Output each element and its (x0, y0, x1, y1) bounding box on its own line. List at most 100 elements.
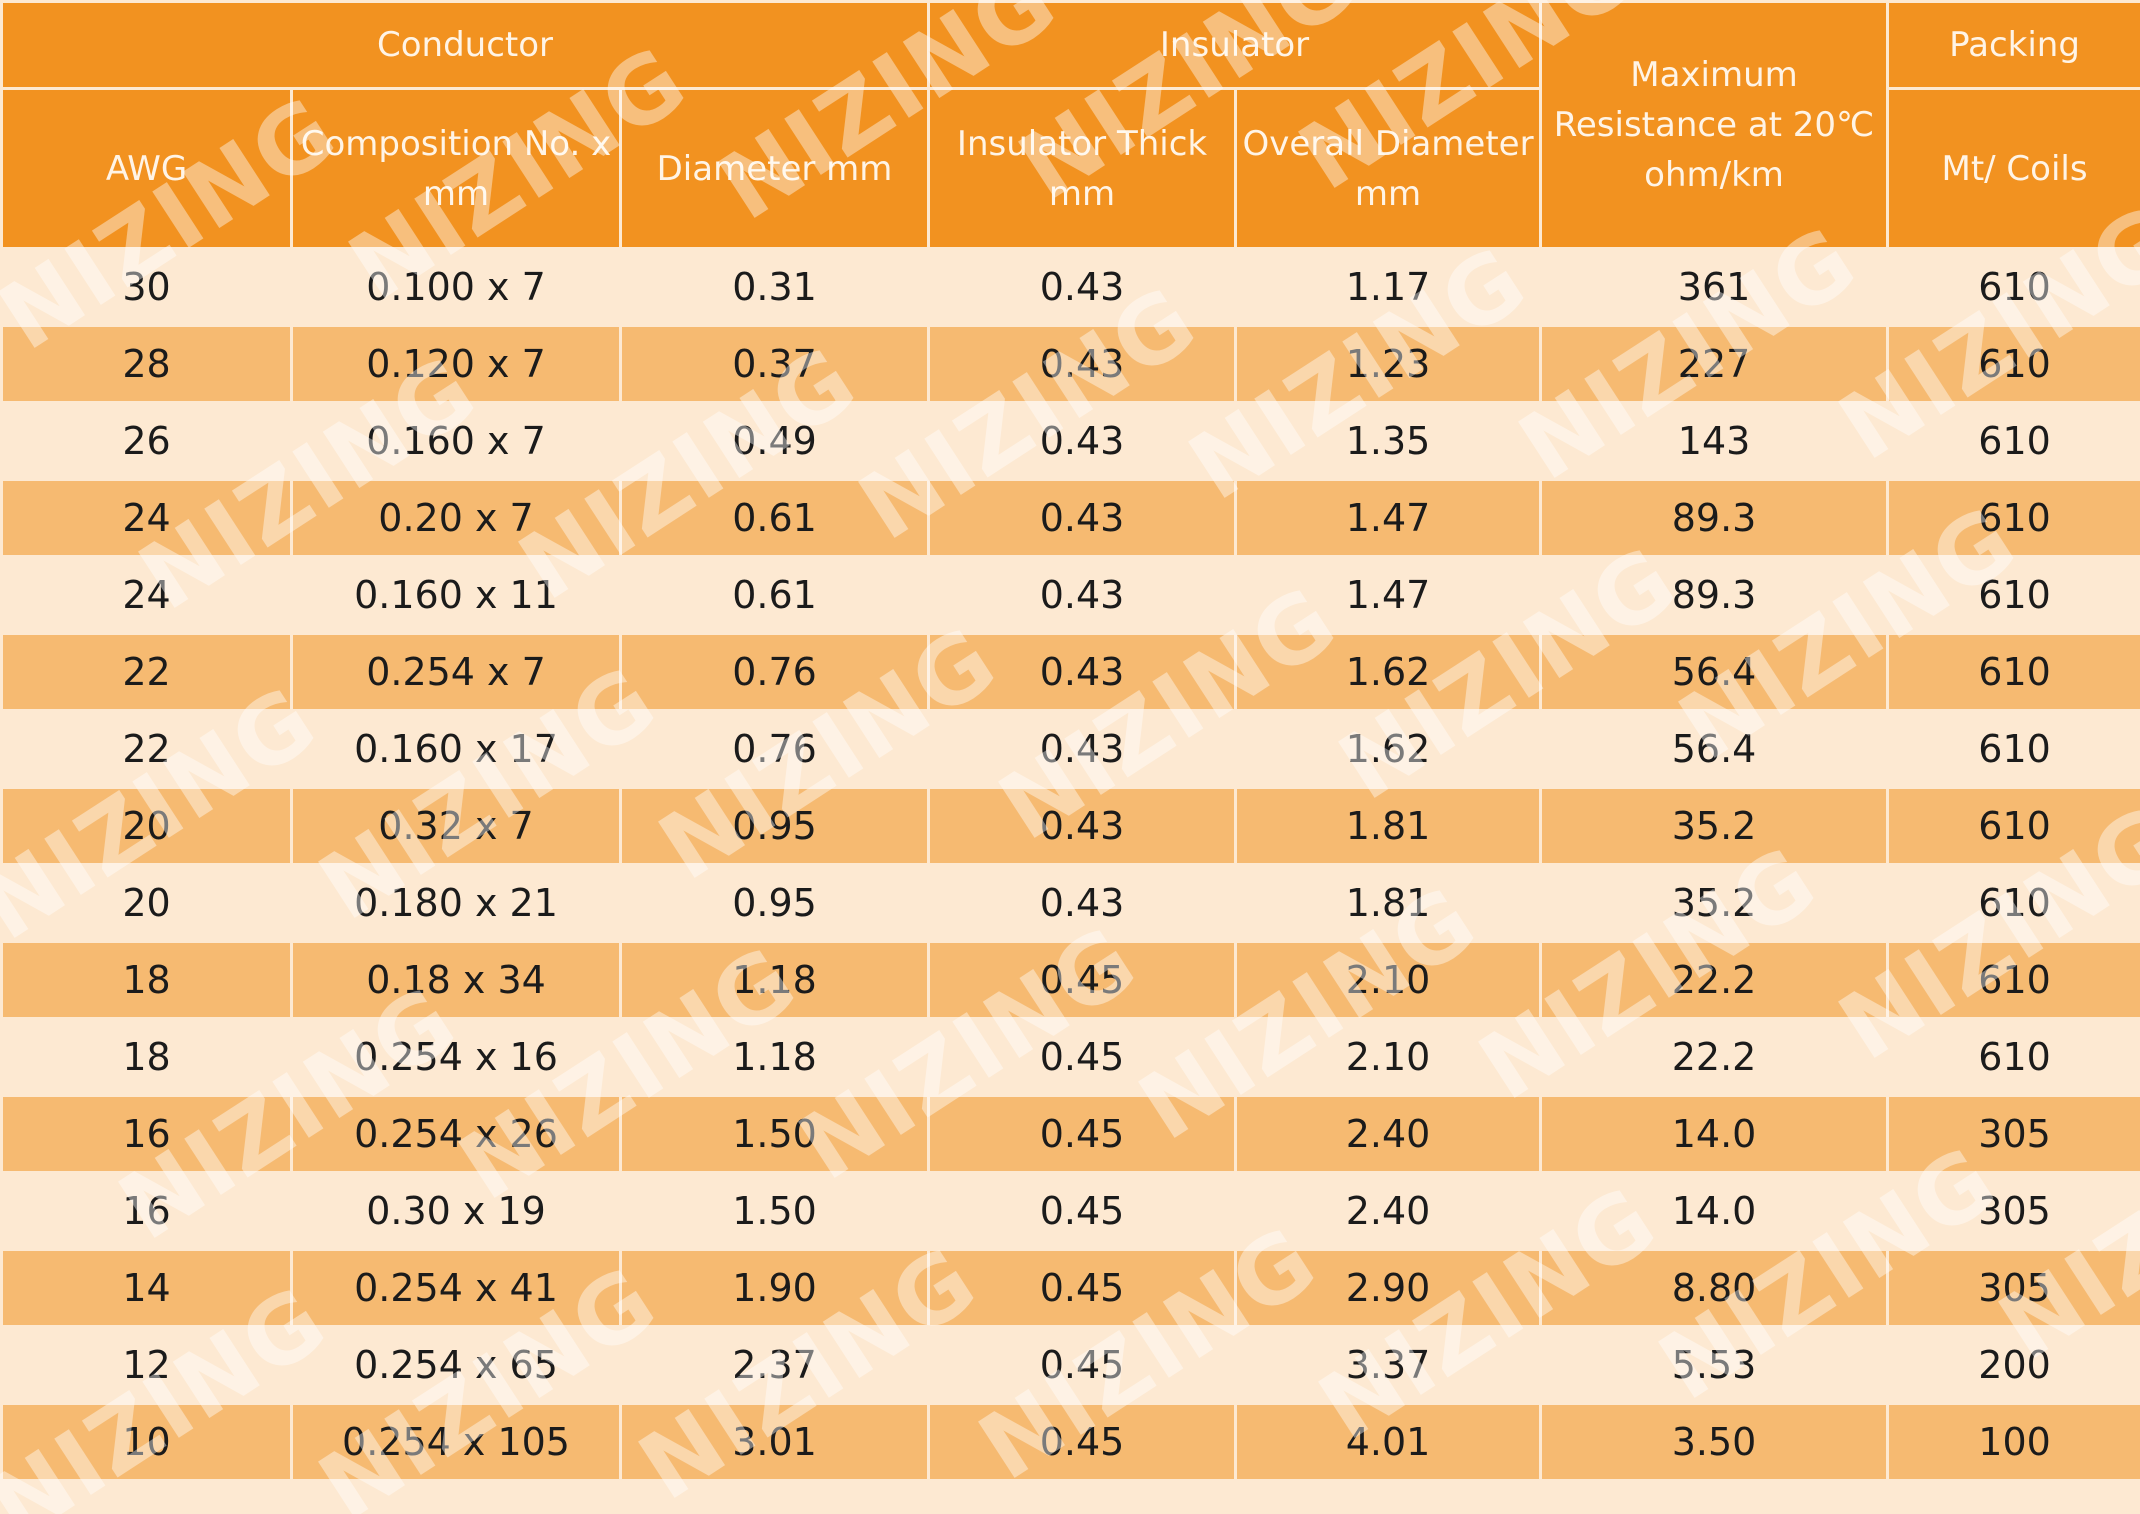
composition-cell: 0.20 x 7 (290, 478, 622, 558)
table-row: 24 0.20 x 7 0.61 0.43 1.47 89.3 610 (0, 478, 2140, 558)
awg-cell: 10 (0, 1402, 293, 1479)
insulator-thick-cell: 0.43 (927, 324, 1238, 404)
composition-cell: 0.254 x 65 (290, 1325, 622, 1405)
packing-cell: 305 (1886, 1171, 2140, 1251)
packing-cell: 610 (1886, 478, 2140, 558)
table-row: 12 0.254 x 65 2.37 0.45 3.37 5.53 200 (0, 1325, 2140, 1405)
packing-cell: 610 (1886, 401, 2140, 481)
insulator-thick-cell: 0.43 (927, 863, 1238, 943)
cable-spec-table: Conductor Insulator Maximum Resistance a… (0, 0, 2140, 1479)
packing-cell: 610 (1886, 555, 2140, 635)
resistance-cell: 8.80 (1539, 1248, 1890, 1328)
diameter-cell: 0.95 (618, 786, 931, 866)
insulator-thick-cell: 0.45 (927, 1171, 1238, 1251)
table-row: 20 0.32 x 7 0.95 0.43 1.81 35.2 610 (0, 786, 2140, 866)
resistance-cell: 56.4 (1539, 709, 1890, 789)
diameter-cell: 1.90 (618, 1248, 931, 1328)
composition-header: Composition No. x mm (290, 87, 622, 250)
packing-cell: 305 (1886, 1248, 2140, 1328)
insulator-thick-cell: 0.43 (927, 786, 1238, 866)
packing-cell: 610 (1886, 324, 2140, 404)
table-header: Conductor Insulator Maximum Resistance a… (0, 0, 2140, 250)
diameter-cell: 0.37 (618, 324, 931, 404)
awg-cell: 16 (0, 1171, 293, 1251)
awg-cell: 24 (0, 555, 293, 635)
awg-cell: 26 (0, 401, 293, 481)
table-row: 16 0.30 x 19 1.50 0.45 2.40 14.0 305 (0, 1171, 2140, 1251)
resistance-cell: 227 (1539, 324, 1890, 404)
insulator-thick-cell: 0.43 (927, 632, 1238, 712)
packing-group-header: Packing (1886, 0, 2140, 90)
resistance-cell: 35.2 (1539, 863, 1890, 943)
diameter-cell: 2.37 (618, 1325, 931, 1405)
resistance-cell: 22.2 (1539, 1017, 1890, 1097)
insulator-thick-cell: 0.43 (927, 478, 1238, 558)
insulator-thick-cell: 0.43 (927, 401, 1238, 481)
table-row: 18 0.18 x 34 1.18 0.45 2.10 22.2 610 (0, 940, 2140, 1020)
insulator-thick-cell: 0.45 (927, 1094, 1238, 1174)
overall-diameter-cell: 2.40 (1234, 1094, 1543, 1174)
composition-cell: 0.30 x 19 (290, 1171, 622, 1251)
packing-cell: 610 (1886, 1017, 2140, 1097)
insulator-thick-cell: 0.43 (927, 555, 1238, 635)
composition-cell: 0.32 x 7 (290, 786, 622, 866)
packing-cell: 610 (1886, 632, 2140, 712)
composition-cell: 0.100 x 7 (290, 247, 622, 327)
table-row: 22 0.160 x 17 0.76 0.43 1.62 56.4 610 (0, 709, 2140, 789)
resistance-cell: 5.53 (1539, 1325, 1890, 1405)
conductor-group-header: Conductor (0, 0, 931, 90)
diameter-cell: 0.95 (618, 863, 931, 943)
overall-diameter-header: Overall Diameter mm (1234, 87, 1543, 250)
awg-cell: 28 (0, 324, 293, 404)
table-row: 10 0.254 x 105 3.01 0.45 4.01 3.50 100 (0, 1402, 2140, 1479)
composition-cell: 0.180 x 21 (290, 863, 622, 943)
table-row: 26 0.160 x 7 0.49 0.43 1.35 143 610 (0, 401, 2140, 481)
packing-cell: 610 (1886, 709, 2140, 789)
overall-diameter-cell: 4.01 (1234, 1402, 1543, 1479)
awg-cell: 14 (0, 1248, 293, 1328)
composition-cell: 0.18 x 34 (290, 940, 622, 1020)
diameter-cell: 1.50 (618, 1094, 931, 1174)
insulator-thick-cell: 0.45 (927, 1017, 1238, 1097)
diameter-header: Diameter mm (618, 87, 931, 250)
overall-diameter-cell: 2.40 (1234, 1171, 1543, 1251)
column-header-row: AWG Composition No. x mm Diameter mm Ins… (0, 87, 2140, 250)
packing-cell: 610 (1886, 940, 2140, 1020)
awg-cell: 24 (0, 478, 293, 558)
table-row: 16 0.254 x 26 1.50 0.45 2.40 14.0 305 (0, 1094, 2140, 1174)
awg-cell: 20 (0, 863, 293, 943)
table-row: 28 0.120 x 7 0.37 0.43 1.23 227 610 (0, 324, 2140, 404)
overall-diameter-cell: 1.47 (1234, 478, 1543, 558)
resistance-cell: 143 (1539, 401, 1890, 481)
resistance-cell: 89.3 (1539, 478, 1890, 558)
diameter-cell: 0.31 (618, 247, 931, 327)
insulator-thick-cell: 0.45 (927, 940, 1238, 1020)
resistance-header-label: Maximum Resistance at 20℃ ohm/km (1553, 55, 1875, 195)
table-body: 30 0.100 x 7 0.31 0.43 1.17 361 610 28 0.120 x 7… (0, 247, 2140, 1479)
overall-diameter-cell: 1.81 (1234, 786, 1543, 866)
diameter-cell: 1.18 (618, 1017, 931, 1097)
packing-cell: 305 (1886, 1094, 2140, 1174)
packing-unit-header: Mt/ Coils (1886, 87, 2140, 250)
awg-cell: 18 (0, 940, 293, 1020)
table-row: 20 0.180 x 21 0.95 0.43 1.81 35.2 610 (0, 863, 2140, 943)
insulator-thick-cell: 0.43 (927, 247, 1238, 327)
table-row: 22 0.254 x 7 0.76 0.43 1.62 56.4 610 (0, 632, 2140, 712)
diameter-cell: 0.61 (618, 478, 931, 558)
overall-diameter-cell: 1.17 (1234, 247, 1543, 327)
insulator-group-header: Insulator (927, 0, 1543, 90)
composition-cell: 0.254 x 105 (290, 1402, 622, 1479)
insulator-thick-cell: 0.45 (927, 1325, 1238, 1405)
overall-diameter-cell: 2.10 (1234, 940, 1543, 1020)
resistance-header: Maximum Resistance at 20℃ ohm/km (1539, 0, 1890, 250)
packing-cell: 610 (1886, 863, 2140, 943)
awg-cell: 12 (0, 1325, 293, 1405)
insulator-thick-cell: 0.45 (927, 1402, 1238, 1479)
diameter-cell: 0.61 (618, 555, 931, 635)
awg-cell: 18 (0, 1017, 293, 1097)
overall-diameter-cell: 1.47 (1234, 555, 1543, 635)
insulator-thick-cell: 0.45 (927, 1248, 1238, 1328)
diameter-cell: 0.76 (618, 632, 931, 712)
diameter-cell: 0.49 (618, 401, 931, 481)
table-row: 18 0.254 x 16 1.18 0.45 2.10 22.2 610 (0, 1017, 2140, 1097)
